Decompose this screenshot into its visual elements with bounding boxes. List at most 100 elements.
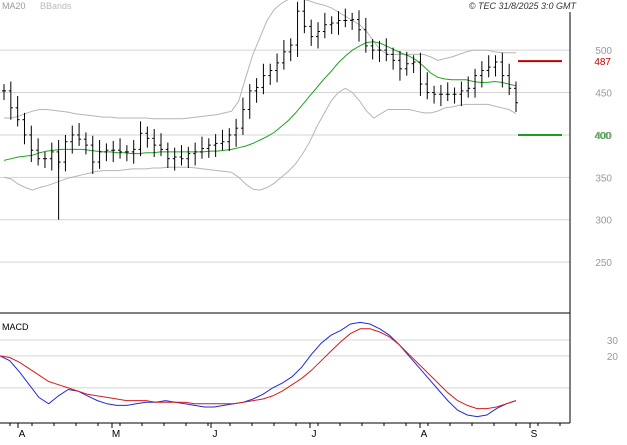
price-bar [370,39,375,60]
macd-grid [0,339,570,389]
price-bar [131,140,136,164]
price-bar [514,81,518,113]
price-bar [124,145,129,162]
price-bar [275,53,280,83]
price-bar [418,52,423,96]
macd-lines [0,321,517,418]
month-label: J [312,429,317,440]
price-bar [159,133,164,157]
price-bar [254,78,259,103]
price-bar [309,19,314,46]
month-label: M [112,429,120,440]
price-bar [384,38,389,62]
price-bar [145,126,150,148]
price-bar [186,146,191,169]
price-bar [49,142,54,171]
price-bar [397,51,402,81]
price-bar [247,84,252,119]
price-bar [172,147,177,171]
price-bar [288,38,293,62]
price-bar [22,112,27,145]
price-bar [425,72,430,100]
support-label: 400 [594,131,611,142]
price-bar [165,142,170,169]
support-resistance-levels: 487 400 [518,57,611,142]
price-bar [111,140,116,163]
price-y-ticks: 250 300 350 400 450 500 [595,46,612,269]
price-tick-label: 400 [595,131,612,142]
macd-tick-label: 20 [607,352,619,363]
price-bar [36,138,41,166]
price-bar [404,51,409,76]
macd-line [0,321,517,418]
price-bar [295,1,300,57]
price-bar [350,12,355,30]
macd-tick-label: 30 [607,336,619,347]
price-bar [281,39,286,70]
price-bar [336,11,341,35]
price-bar [507,63,512,96]
price-bar [104,143,109,162]
ma20-line [3,41,517,161]
price-bar [322,12,327,39]
price-bar [343,8,348,28]
panel-frames [0,12,571,424]
price-bar [234,118,239,147]
price-bar [363,17,368,53]
ma20-series [3,41,517,161]
price-tick-label: 350 [595,173,612,184]
price-bar [77,123,82,146]
month-label: A [19,429,26,440]
price-bar [138,121,143,157]
copyright-label: © TEC 31/8/2025 3:0 GMT [469,1,578,11]
price-bar [479,61,484,88]
price-bar [179,145,184,166]
price-bar [302,0,307,34]
price-bar [356,10,361,42]
price-bar [500,52,505,88]
price-bar [42,151,47,169]
price-bar [240,97,245,135]
price-bar [452,87,457,104]
price-tick-label: 450 [595,89,612,100]
price-bar [220,129,225,151]
month-label: A [421,429,428,440]
macd-title: MACD [2,322,29,332]
price-grid [0,49,570,263]
price-bar [70,125,75,154]
price-bar [97,140,102,169]
price-bar [261,63,266,95]
price-bar [8,81,13,120]
price-bar [83,132,88,155]
price-bar [199,136,204,159]
price-bar [432,85,437,104]
price-bar [227,128,232,152]
price-bar [391,47,396,70]
price-bar [329,16,334,35]
bband-lower-line [3,87,517,191]
price-bar [90,135,95,174]
month-label: S [531,429,538,440]
price-bar [445,82,450,102]
price-bar [15,95,20,127]
bbands-series [3,0,517,191]
bband-upper-line [4,0,516,120]
price-bar [493,55,498,77]
price-tick-label: 300 [595,216,612,227]
legend-bbands-label: BBands [40,1,72,11]
price-bar [206,138,211,158]
price-bar [152,129,157,157]
price-tick-label: 500 [595,46,612,57]
price-bar [459,81,464,107]
price-bar [486,55,491,78]
price-bars [2,0,518,220]
month-label: J [213,429,218,440]
price-bar [63,134,68,172]
price-bar [316,22,321,49]
price-tick-label: 250 [595,258,612,269]
price-bar [377,40,382,63]
price-bar [466,76,471,98]
price-bar [118,138,123,159]
